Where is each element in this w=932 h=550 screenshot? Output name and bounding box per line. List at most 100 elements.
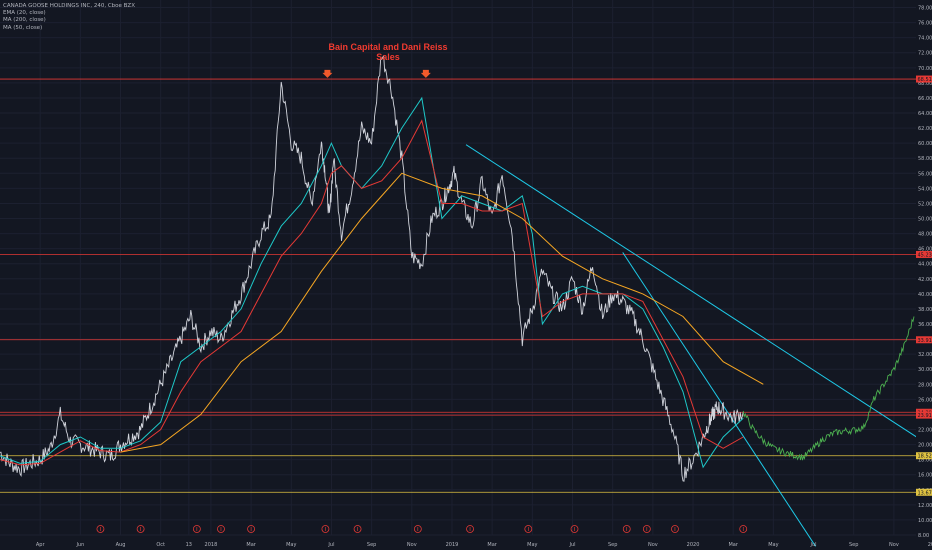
y-tick-label: 46.00 <box>918 247 932 253</box>
level-price-tag <box>916 452 932 460</box>
trendline[interactable] <box>622 252 816 547</box>
x-tick-label: May <box>286 542 296 548</box>
y-tick-label: 10.00 <box>918 518 932 524</box>
x-tick-label: Sep <box>367 542 376 548</box>
earnings-icon[interactable] <box>622 525 631 533</box>
time-axis[interactable]: Apr Jun Aug Oct 13 2018 Mar May Jul Sep Nov 2019 Mar… <box>36 542 932 548</box>
x-tick-label: Aug <box>116 542 126 548</box>
x-tick-label: Mar <box>487 542 497 548</box>
y-tick-label: 22.00 <box>918 428 932 434</box>
x-tick-label: 2019 <box>446 542 459 548</box>
x-tick-label: 2020 <box>687 542 700 548</box>
x-tick-label: Nov <box>407 542 417 548</box>
earnings-icon[interactable] <box>321 525 330 533</box>
earnings-icon[interactable] <box>524 525 533 533</box>
level-price-tag <box>916 488 932 496</box>
y-tick-label: 60.00 <box>918 141 932 147</box>
y-tick-label: 68.00 <box>918 81 932 87</box>
earnings-icon[interactable] <box>739 525 748 533</box>
x-tick-label: Mar <box>246 542 256 548</box>
y-tick-label: 40.00 <box>918 292 932 298</box>
level-price-label: 23.91 <box>918 413 932 419</box>
y-tick-label: 56.00 <box>918 171 932 177</box>
grid <box>0 0 916 536</box>
earnings-icon[interactable] <box>671 525 679 533</box>
earnings-icon[interactable] <box>136 525 145 533</box>
series-forecast <box>742 316 915 461</box>
x-tick-label: Jul <box>327 542 334 548</box>
y-tick-label: 64.00 <box>918 111 932 117</box>
trendlines[interactable] <box>465 144 932 547</box>
price-axis[interactable]: 8.0010.0012.0014.0016.0018.0020.0022.002… <box>916 0 932 550</box>
earnings-markers[interactable] <box>96 525 748 533</box>
earnings-icon[interactable] <box>413 525 422 533</box>
y-tick-label: 30.00 <box>918 367 932 373</box>
y-tick-label: 38.00 <box>918 307 932 313</box>
y-tick-label: 66.00 <box>918 96 932 102</box>
sale-markers <box>322 69 431 78</box>
y-tick-label: 42.00 <box>918 277 932 283</box>
x-tick-label: Jun <box>75 542 84 548</box>
y-tick-label: 28.00 <box>918 382 932 388</box>
horizontal-levels[interactable] <box>0 78 916 493</box>
level-price-label: 45.23 <box>918 252 932 258</box>
y-tick-label: 50.00 <box>918 217 932 223</box>
y-tick-label: 48.00 <box>918 232 932 238</box>
y-tick-label: 36.00 <box>918 322 932 328</box>
y-tick-label: 16.00 <box>918 473 932 479</box>
earnings-icon[interactable] <box>353 525 362 533</box>
level-price-tag <box>916 75 932 83</box>
earnings-icon[interactable] <box>642 525 651 533</box>
chart-legend: CANADA GOOSE HOLDINGS INC, 240, Cboe BZX… <box>3 3 135 32</box>
level-price-label: 33.91 <box>918 338 932 344</box>
legend-symbol: CANADA GOOSE HOLDINGS INC, 240, Cboe BZX <box>3 3 135 9</box>
y-tick-label: 74.00 <box>918 36 932 42</box>
series-lines <box>0 54 915 482</box>
y-tick-label: 8.00 <box>918 533 929 539</box>
earnings-icon[interactable] <box>192 525 201 533</box>
x-tick-label: Sep <box>608 542 617 548</box>
series-ma-50-close- <box>0 119 744 466</box>
series-ma-200-close- <box>120 172 764 453</box>
earnings-icon[interactable] <box>247 525 255 533</box>
y-tick-label: 72.00 <box>918 51 932 57</box>
x-tick-label: Jul <box>810 542 817 548</box>
earnings-icon[interactable] <box>217 525 225 533</box>
down-arrow-icon <box>322 69 333 78</box>
level-price-label: 68.51 <box>918 77 932 83</box>
level-price-tag <box>916 411 932 419</box>
y-tick-label: 70.00 <box>918 66 932 72</box>
x-tick-label: 13 <box>186 542 192 548</box>
x-tick-label: Nov <box>889 542 899 548</box>
x-tick-label: May <box>768 542 778 548</box>
down-arrow-icon <box>420 69 431 78</box>
legend-ma50: MA (50, close) <box>3 24 43 31</box>
earnings-icon[interactable] <box>466 525 474 533</box>
legend-ema: EMA (20, close) <box>3 10 46 17</box>
y-tick-label: 12.00 <box>918 503 932 509</box>
level-price-tag <box>916 336 932 344</box>
y-tick-label: 78.00 <box>918 6 932 12</box>
level-price-label: 13.67 <box>918 490 932 496</box>
x-tick-label: Jul <box>568 542 575 548</box>
x-tick-label: Sep <box>849 542 858 548</box>
y-tick-label: 44.00 <box>918 262 932 268</box>
earnings-icon[interactable] <box>96 525 105 533</box>
earnings-icon[interactable] <box>570 525 579 533</box>
x-tick-label: 2021 <box>928 542 932 548</box>
x-tick-label: Nov <box>648 542 658 548</box>
x-tick-label: May <box>527 542 537 548</box>
x-tick-label: Oct <box>156 542 165 548</box>
y-tick-label: 62.00 <box>918 126 932 132</box>
x-tick-label: 2018 <box>205 542 218 548</box>
level-price-label: 18.52 <box>918 454 932 460</box>
x-tick-label: Mar <box>728 542 738 548</box>
y-tick-label: 32.00 <box>918 352 932 358</box>
y-tick-label: 54.00 <box>918 186 932 192</box>
trendline[interactable] <box>465 144 932 449</box>
y-tick-label: 58.00 <box>918 156 932 162</box>
y-tick-label: 20.00 <box>918 443 932 449</box>
sales-annotation: Bain Capital and Dani Reiss Sales <box>328 42 448 62</box>
